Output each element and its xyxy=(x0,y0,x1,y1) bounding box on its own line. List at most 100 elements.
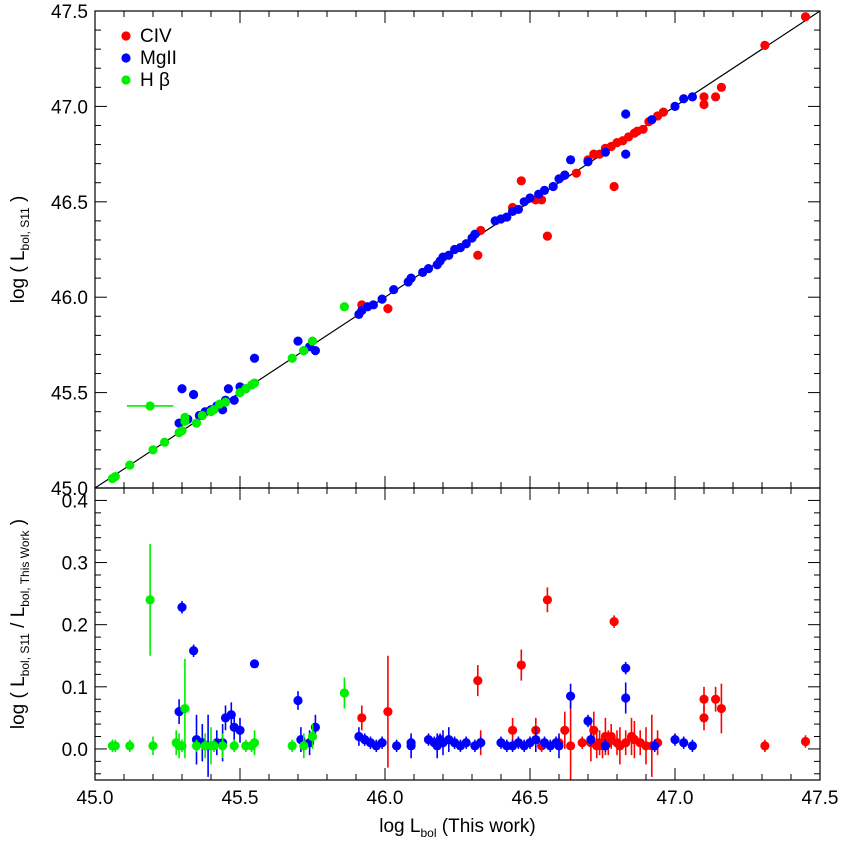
data-point xyxy=(711,92,721,102)
data-point xyxy=(670,101,680,111)
x-tick-labels: 45.0 45.5 46.0 46.5 47.0 47.5 xyxy=(77,788,839,809)
residual-point xyxy=(566,741,576,751)
data-point xyxy=(229,395,239,405)
data-point xyxy=(583,157,593,167)
data-point xyxy=(525,193,535,203)
data-point xyxy=(368,300,378,310)
data-point xyxy=(516,176,526,186)
bottom-axis-ticks xyxy=(94,488,821,780)
y-tick-label: 0.0 xyxy=(62,740,88,761)
residual-point xyxy=(110,741,120,751)
data-point xyxy=(389,284,399,295)
data-point xyxy=(249,378,260,388)
bot-ylabel-sub: bol, S11 xyxy=(18,633,32,676)
residual-point xyxy=(235,725,245,735)
residual-point xyxy=(606,731,616,742)
data-point xyxy=(191,418,202,428)
residual-point xyxy=(566,691,576,701)
data-point xyxy=(647,115,657,125)
data-point xyxy=(621,149,631,159)
residual-point xyxy=(716,703,727,714)
data-point xyxy=(699,99,709,110)
residual-point xyxy=(583,716,593,726)
xlabel-part: (This work) xyxy=(436,816,535,837)
residual-point xyxy=(229,741,239,751)
x-tick-label: 45.0 xyxy=(77,788,114,809)
residual-point xyxy=(377,738,387,748)
top-data-marks xyxy=(107,12,811,484)
residual-point xyxy=(554,741,564,751)
residual-point xyxy=(299,741,309,751)
top-panel: 45.0 45.5 46.0 46.5 47.0 47.5 log ( Lbol, S11… xyxy=(8,2,821,500)
residual-point xyxy=(191,741,202,751)
data-point xyxy=(638,124,648,134)
residual-point xyxy=(621,663,631,673)
y-tick-label: 45.5 xyxy=(51,384,88,405)
data-point xyxy=(293,336,303,346)
residual-point xyxy=(148,741,158,751)
top-y-tick-labels: 45.0 45.5 46.0 46.5 47.0 47.5 xyxy=(51,2,88,500)
y-tick-label: 46.0 xyxy=(51,288,88,309)
bottom-data-marks xyxy=(107,543,811,780)
data-point xyxy=(197,410,207,421)
legend-marker xyxy=(121,31,131,41)
residual-point xyxy=(621,738,631,748)
data-point xyxy=(287,353,297,363)
data-point xyxy=(542,231,553,241)
residual-point xyxy=(577,738,587,748)
bottom-y-axis-label: log ( Lbol, S11 / Lbol, This Work ) xyxy=(8,519,32,729)
y-tick-label: 0.4 xyxy=(62,491,89,512)
residual-point xyxy=(516,660,526,670)
data-point xyxy=(177,384,187,394)
data-point xyxy=(339,302,349,312)
data-point xyxy=(177,426,187,436)
top-ylabel-sub: bol, S11 xyxy=(18,207,32,250)
data-point xyxy=(249,353,260,363)
y-tick-label: 0.1 xyxy=(62,678,88,699)
data-point xyxy=(310,346,320,356)
x-tick-label: 45.5 xyxy=(222,788,259,809)
y-tick-label: 0.3 xyxy=(62,554,88,575)
data-point xyxy=(621,109,631,119)
residual-point xyxy=(609,616,619,627)
residual-point xyxy=(357,713,367,723)
residual-point xyxy=(531,735,541,745)
data-point xyxy=(800,12,811,22)
data-point xyxy=(539,185,550,195)
top-y-axis-label: log ( Lbol, S11 ) xyxy=(8,196,32,304)
residual-point xyxy=(287,741,297,751)
data-point xyxy=(560,170,570,180)
data-point xyxy=(679,94,689,104)
data-point xyxy=(299,346,309,356)
residual-point xyxy=(209,741,219,751)
data-point xyxy=(760,40,770,50)
y-tick-label: 45.0 xyxy=(51,479,88,500)
residual-point xyxy=(180,703,190,714)
data-point xyxy=(461,239,471,249)
bot-ylabel-part: ) xyxy=(8,519,29,531)
data-point xyxy=(423,263,434,274)
data-point xyxy=(406,273,416,283)
bottom-panel: 0.0 0.1 0.2 0.3 0.4 45.0 45.5 46.0 46.5 47.0 47.5… xyxy=(8,487,839,840)
data-point xyxy=(220,397,231,407)
data-point xyxy=(125,460,135,470)
residual-point xyxy=(392,741,402,751)
data-point xyxy=(513,204,524,215)
top-ylabel-part: log ( L xyxy=(8,250,29,303)
data-point xyxy=(470,229,480,239)
x-tick-label: 46.5 xyxy=(512,788,549,809)
data-point xyxy=(566,155,576,165)
residual-point xyxy=(339,688,349,698)
bot-ylabel-sub: bol, This Work xyxy=(18,529,32,606)
residual-point xyxy=(711,694,721,704)
x-axis-label: log Lbol (This work) xyxy=(379,816,535,840)
residual-point xyxy=(406,741,416,751)
data-point xyxy=(377,294,387,304)
data-point xyxy=(473,250,483,260)
data-point xyxy=(180,412,190,423)
data-point xyxy=(110,471,120,482)
residual-point xyxy=(687,741,698,751)
data-point xyxy=(658,107,669,117)
